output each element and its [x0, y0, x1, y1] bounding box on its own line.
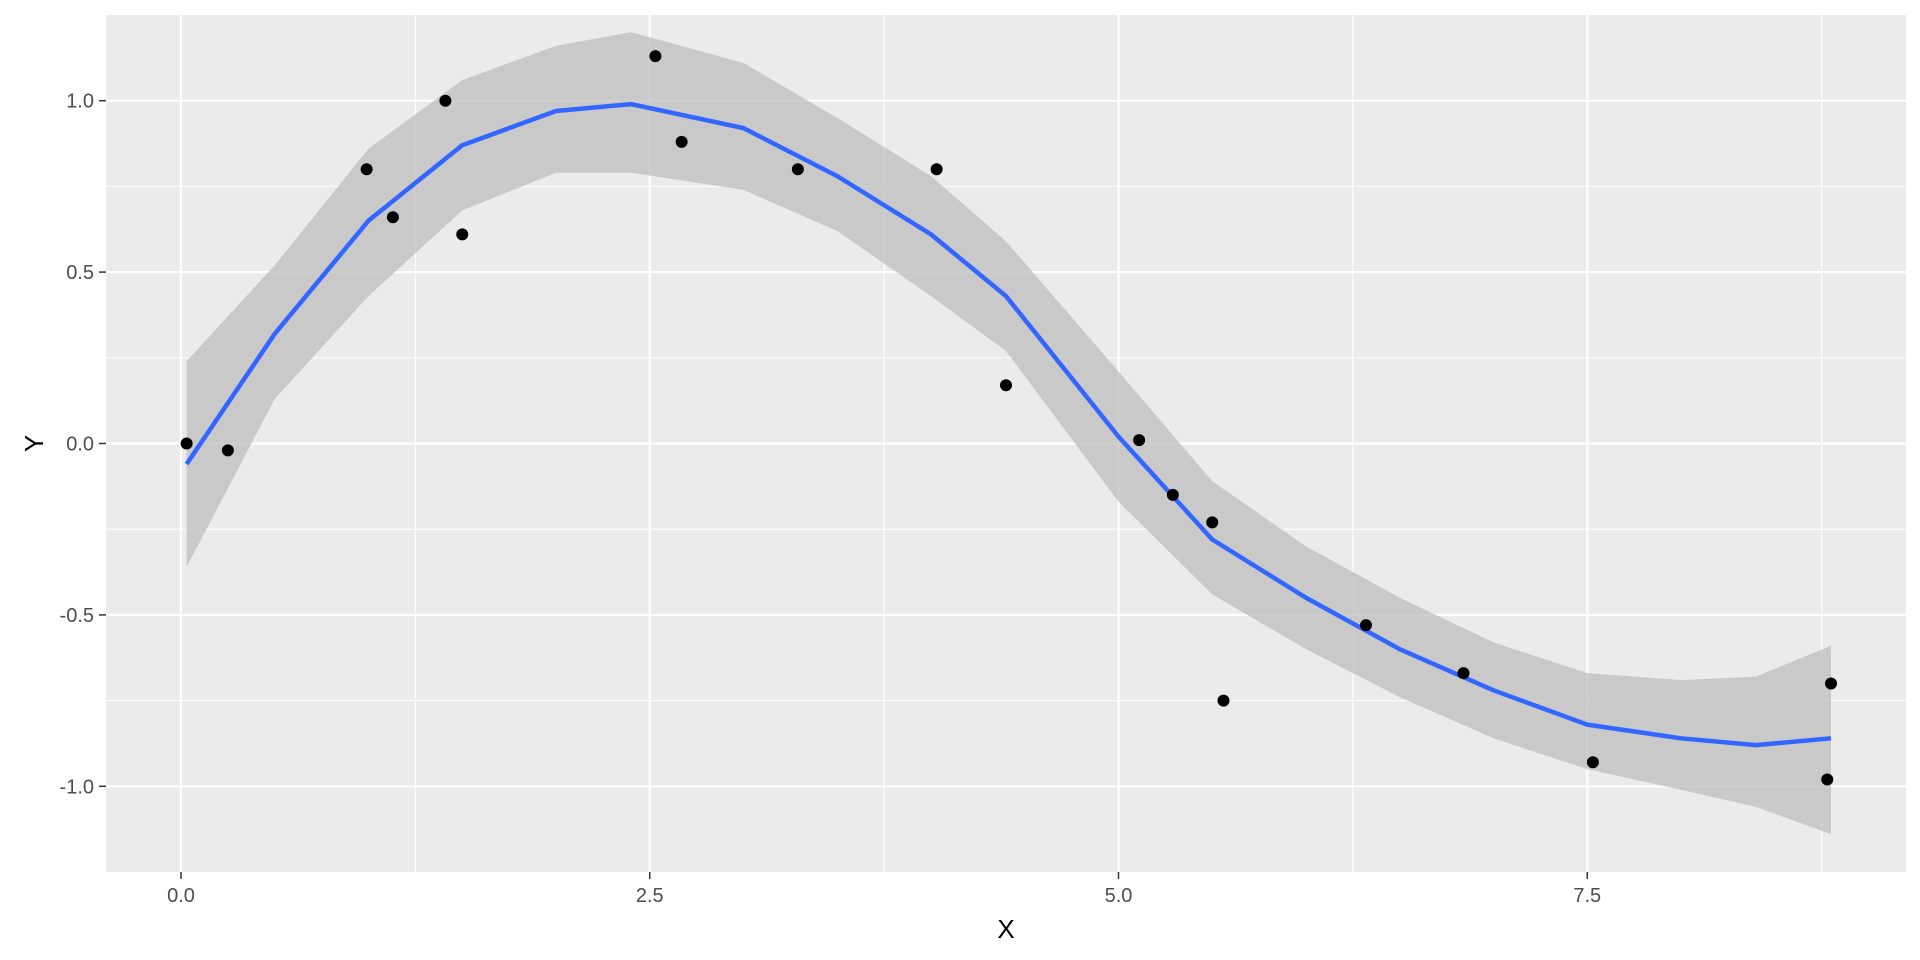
x-tick-label: 5.0 — [1105, 885, 1133, 907]
x-tick-label: 2.5 — [636, 885, 664, 907]
data-point — [1586, 756, 1599, 769]
data-point — [1206, 516, 1219, 529]
data-point — [1217, 694, 1230, 707]
y-axis-title: Y — [19, 435, 49, 452]
data-point — [675, 135, 688, 148]
y-tick-label: -0.5 — [60, 605, 94, 627]
data-points — [180, 50, 1837, 786]
data-point — [456, 228, 469, 241]
data-point — [930, 163, 943, 176]
data-point — [360, 163, 373, 176]
y-tick-label: -1.0 — [60, 776, 94, 798]
x-axis: 0.0 2.5 5.0 7.5 — [167, 872, 1601, 907]
confidence-ribbon — [186, 32, 1831, 835]
y-axis: -1.0 -0.5 0.0 0.5 1.0 — [60, 91, 106, 798]
data-point — [180, 437, 193, 450]
y-tick-label: 0.0 — [66, 434, 94, 456]
data-point — [1821, 773, 1834, 786]
data-point — [1133, 434, 1146, 447]
x-tick-label: 0.0 — [167, 885, 195, 907]
data-point — [1825, 677, 1837, 690]
y-tick-label: 1.0 — [66, 91, 94, 113]
data-point — [1457, 667, 1470, 680]
smooth-line — [184, 101, 1832, 748]
data-point — [386, 211, 399, 224]
data-point — [1166, 488, 1179, 501]
x-tick-label: 7.5 — [1573, 885, 1601, 907]
data-point — [649, 50, 662, 63]
data-point — [1000, 379, 1012, 392]
data-point — [1360, 619, 1372, 632]
data-point — [791, 163, 804, 176]
data-point — [439, 94, 452, 107]
data-point — [221, 444, 234, 457]
x-axis-title: X — [997, 914, 1014, 944]
y-tick-label: 0.5 — [66, 262, 94, 284]
